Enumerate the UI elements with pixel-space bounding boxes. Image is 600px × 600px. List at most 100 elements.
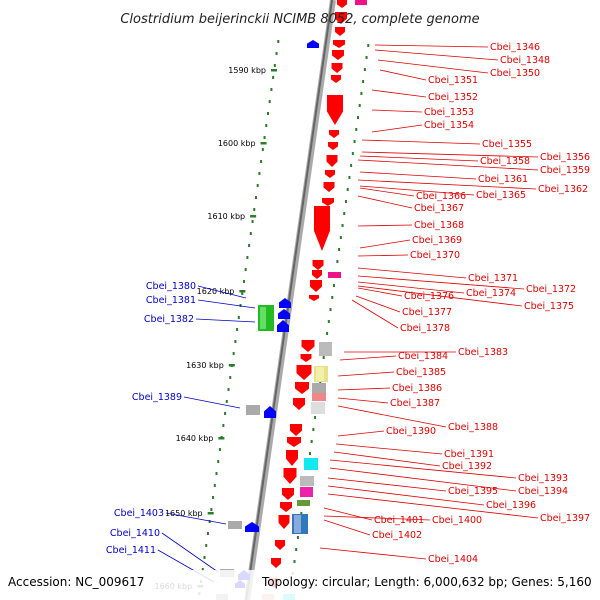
rna-feature	[328, 272, 341, 278]
track-dot	[293, 560, 296, 563]
track-dot	[367, 44, 370, 47]
track-dot	[203, 556, 206, 559]
leader-line	[337, 430, 385, 437]
gene-arrow	[245, 522, 259, 532]
gene-box	[246, 405, 260, 415]
track-dot	[310, 440, 313, 443]
gene-arrow	[312, 260, 324, 270]
track-dot	[363, 68, 366, 71]
rna-feature	[355, 0, 367, 5]
track-dot	[295, 548, 298, 551]
track-dot	[217, 460, 220, 463]
leader-line	[183, 396, 241, 409]
gene-arrow	[295, 382, 309, 394]
map-title: Clostridium beijerinckii NCIMB 8052, com…	[120, 12, 479, 27]
kbp-label: 1610 kbp	[207, 212, 245, 221]
gene-label-cbei-1376: Cbei_1376	[404, 291, 454, 302]
leader-line	[327, 477, 447, 492]
gene-arrow	[312, 270, 322, 279]
kbp-tick	[218, 437, 225, 440]
gene-arrow	[287, 437, 301, 447]
gene-arrow	[310, 280, 322, 292]
track-dot	[265, 124, 268, 127]
leader-line	[327, 485, 485, 506]
gene-arrow	[296, 365, 312, 380]
kbp-label: 1590 kbp	[228, 66, 266, 75]
leader-line	[329, 459, 517, 479]
gene-label-cbei-1350: Cbei_1350	[490, 68, 540, 79]
track-dot	[362, 80, 365, 83]
gene-arrow	[286, 450, 298, 466]
gene-box	[311, 402, 325, 414]
track-dot	[201, 568, 204, 571]
gene-label-cbei-1346: Cbei_1346	[490, 42, 540, 53]
gene-label-cbei-1396: Cbei_1396	[486, 500, 536, 511]
gene-label-cbei-1392: Cbei_1392	[442, 461, 492, 472]
gene-label-cbei-1354: Cbei_1354	[424, 120, 474, 131]
gene-label-cbei-1386: Cbei_1386	[392, 383, 442, 394]
leader-line	[335, 443, 443, 455]
gene-label-cbei-1368: Cbei_1368	[414, 220, 464, 231]
track-dot	[239, 304, 242, 307]
gene-label-cbei-1380: Cbei_1380	[146, 281, 196, 292]
gene-box	[260, 307, 266, 329]
leader-line	[337, 387, 391, 391]
gene-label-cbei-1374: Cbei_1374	[466, 288, 516, 299]
gene-arrow	[282, 488, 294, 500]
leader-line	[357, 281, 465, 294]
gene-arrow	[307, 40, 319, 48]
kbp-label: 1640 kbp	[176, 434, 214, 443]
gene-arrow	[328, 142, 338, 150]
kbp-label: 1630 kbp	[186, 361, 224, 370]
gene-arrow	[264, 406, 276, 418]
gene-label-cbei-1394: Cbei_1394	[518, 486, 568, 497]
footer-background	[0, 570, 600, 600]
leader-line	[357, 275, 525, 290]
gene-label-cbei-1361: Cbei_1361	[478, 174, 528, 185]
gene-label-cbei-1359: Cbei_1359	[540, 165, 590, 176]
track-dot	[358, 104, 361, 107]
leader-line	[357, 285, 523, 307]
gene-label-cbei-1401: Cbei_1401	[374, 515, 424, 526]
gene-label-cbei-1402: Cbei_1402	[372, 530, 422, 541]
gene-box	[304, 458, 318, 470]
track-dot	[256, 184, 259, 187]
leader-line	[195, 318, 256, 323]
gene-label-cbei-1377: Cbei_1377	[402, 307, 452, 318]
leader-line	[374, 44, 489, 48]
track-dot	[273, 64, 276, 67]
track-dot	[327, 320, 330, 323]
kbp-tick	[239, 290, 246, 293]
gene-label-cbei-1384: Cbei_1384	[398, 351, 448, 362]
topology-text: Topology: circular; Length: 6,000,632 bp…	[261, 575, 592, 589]
kbp-tick	[207, 512, 214, 515]
gene-label-cbei-1397: Cbei_1397	[540, 513, 590, 524]
track-dot	[343, 212, 346, 215]
track-dot	[351, 152, 354, 155]
gene-label-cbei-1371: Cbei_1371	[468, 273, 518, 284]
kbp-tick	[228, 364, 235, 367]
gene-arrow	[327, 95, 343, 125]
gene-arrow	[335, 27, 345, 36]
leader-line	[359, 239, 411, 249]
gene-arrow	[278, 515, 290, 529]
track-dot	[296, 536, 299, 539]
leader-line	[197, 299, 256, 309]
track-dot	[213, 484, 216, 487]
gene-label-cbei-1372: Cbei_1372	[526, 284, 576, 295]
kbp-label: 1620 kbp	[197, 287, 235, 296]
gene-arrow	[293, 398, 305, 410]
gene-arrow	[329, 130, 339, 138]
gene-label-cbei-1369: Cbei_1369	[412, 235, 462, 246]
kbp-tick	[270, 69, 277, 72]
gene-arrow	[301, 340, 315, 352]
leader-line	[323, 519, 371, 536]
gene-label-cbei-1410: Cbei_1410	[110, 528, 160, 539]
gene-label-cbei-1389: Cbei_1389	[132, 392, 182, 403]
gene-label-cbei-1378: Cbei_1378	[400, 323, 450, 334]
leader-line	[161, 532, 219, 573]
leader-line	[357, 254, 409, 257]
track-dot	[355, 128, 358, 131]
gene-arrow	[290, 424, 302, 436]
